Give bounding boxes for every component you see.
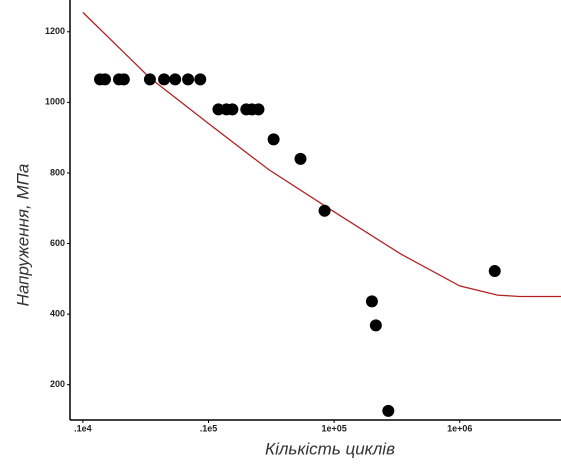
data-point [318, 204, 331, 217]
y-tick-label: 200 [50, 379, 65, 389]
data-point [267, 133, 280, 146]
data-point [369, 319, 382, 332]
data-point [252, 103, 265, 116]
y-tick-label: 400 [50, 308, 65, 318]
data-point [294, 152, 307, 165]
data-point [117, 73, 130, 86]
data-point [169, 73, 182, 86]
data-point [158, 73, 171, 86]
fit-curve [82, 11, 561, 298]
y-axis-title: Напруження, МПа [13, 164, 32, 307]
data-point [365, 295, 378, 308]
data-point [488, 265, 501, 278]
data-point [382, 404, 395, 417]
y-tick-label: 600 [50, 238, 65, 248]
data-point [143, 73, 156, 86]
x-tick-label: .1e5 [200, 423, 218, 433]
data-point [98, 73, 111, 86]
x-tick-label: 1e+06 [447, 423, 472, 433]
x-tick-label: 1e+05 [321, 423, 346, 433]
x-tick-label: .1e4 [74, 423, 92, 433]
y-tick-label: 1200 [45, 26, 65, 36]
y-tick-label: 800 [50, 167, 65, 177]
data-point [226, 103, 239, 116]
data-point [182, 73, 195, 86]
data-point [194, 73, 207, 86]
y-tick-label: 1000 [45, 97, 65, 107]
x-axis-title: Кількість циклів [265, 439, 395, 458]
